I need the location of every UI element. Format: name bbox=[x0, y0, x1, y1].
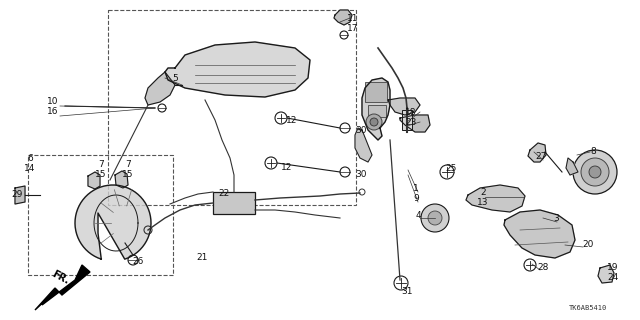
Text: FR.: FR. bbox=[50, 269, 70, 287]
Text: 15: 15 bbox=[122, 170, 134, 179]
Circle shape bbox=[589, 166, 601, 178]
Bar bbox=[213, 192, 255, 214]
Text: 7: 7 bbox=[125, 159, 131, 169]
Text: 31: 31 bbox=[401, 286, 413, 295]
Polygon shape bbox=[355, 128, 372, 162]
Text: 12: 12 bbox=[286, 116, 298, 124]
Bar bbox=[365, 82, 387, 102]
Polygon shape bbox=[528, 143, 546, 162]
Text: 15: 15 bbox=[95, 170, 107, 179]
Text: 9: 9 bbox=[413, 194, 419, 203]
Polygon shape bbox=[566, 158, 578, 175]
Text: 12: 12 bbox=[282, 163, 292, 172]
Circle shape bbox=[421, 204, 449, 232]
Polygon shape bbox=[145, 72, 175, 105]
Text: TK6AB5410: TK6AB5410 bbox=[569, 305, 607, 311]
Text: 30: 30 bbox=[355, 125, 367, 134]
Text: 1: 1 bbox=[413, 183, 419, 193]
Bar bbox=[108, 10, 356, 205]
Polygon shape bbox=[165, 42, 310, 97]
Text: 16: 16 bbox=[47, 107, 59, 116]
Text: 10: 10 bbox=[47, 97, 59, 106]
Text: 18: 18 bbox=[405, 108, 417, 116]
Text: 8: 8 bbox=[590, 147, 596, 156]
Circle shape bbox=[370, 118, 378, 126]
Polygon shape bbox=[75, 185, 151, 259]
Text: 22: 22 bbox=[218, 188, 230, 197]
Polygon shape bbox=[362, 78, 390, 140]
Text: 28: 28 bbox=[538, 263, 548, 273]
Polygon shape bbox=[466, 185, 525, 212]
Text: 21: 21 bbox=[196, 253, 208, 262]
Circle shape bbox=[366, 114, 382, 130]
Polygon shape bbox=[598, 265, 614, 283]
Text: 19: 19 bbox=[607, 263, 619, 273]
Polygon shape bbox=[504, 210, 575, 258]
Bar bbox=[368, 105, 386, 117]
Text: 25: 25 bbox=[445, 164, 456, 172]
Text: 23: 23 bbox=[405, 117, 417, 126]
Polygon shape bbox=[334, 10, 352, 25]
Text: 14: 14 bbox=[24, 164, 36, 172]
Polygon shape bbox=[388, 98, 420, 115]
Text: 17: 17 bbox=[348, 23, 359, 33]
Text: 24: 24 bbox=[607, 274, 619, 283]
Circle shape bbox=[428, 211, 442, 225]
Text: 3: 3 bbox=[553, 213, 559, 222]
Text: 2: 2 bbox=[480, 188, 486, 196]
Text: 20: 20 bbox=[582, 239, 593, 249]
Polygon shape bbox=[35, 265, 90, 310]
Polygon shape bbox=[115, 171, 128, 188]
Text: 5: 5 bbox=[172, 74, 178, 83]
Bar bbox=[402, 110, 412, 130]
Text: 26: 26 bbox=[132, 258, 144, 267]
Text: 11: 11 bbox=[348, 13, 359, 22]
Polygon shape bbox=[400, 115, 430, 132]
Polygon shape bbox=[88, 172, 100, 189]
Text: 29: 29 bbox=[12, 189, 22, 198]
Polygon shape bbox=[15, 186, 25, 204]
Bar bbox=[28, 155, 173, 275]
Text: 13: 13 bbox=[477, 197, 489, 206]
Text: 7: 7 bbox=[98, 159, 104, 169]
Text: 30: 30 bbox=[355, 170, 367, 179]
Circle shape bbox=[573, 150, 617, 194]
Circle shape bbox=[581, 158, 609, 186]
Text: 4: 4 bbox=[415, 211, 421, 220]
Text: 6: 6 bbox=[27, 154, 33, 163]
Text: 27: 27 bbox=[535, 151, 547, 161]
